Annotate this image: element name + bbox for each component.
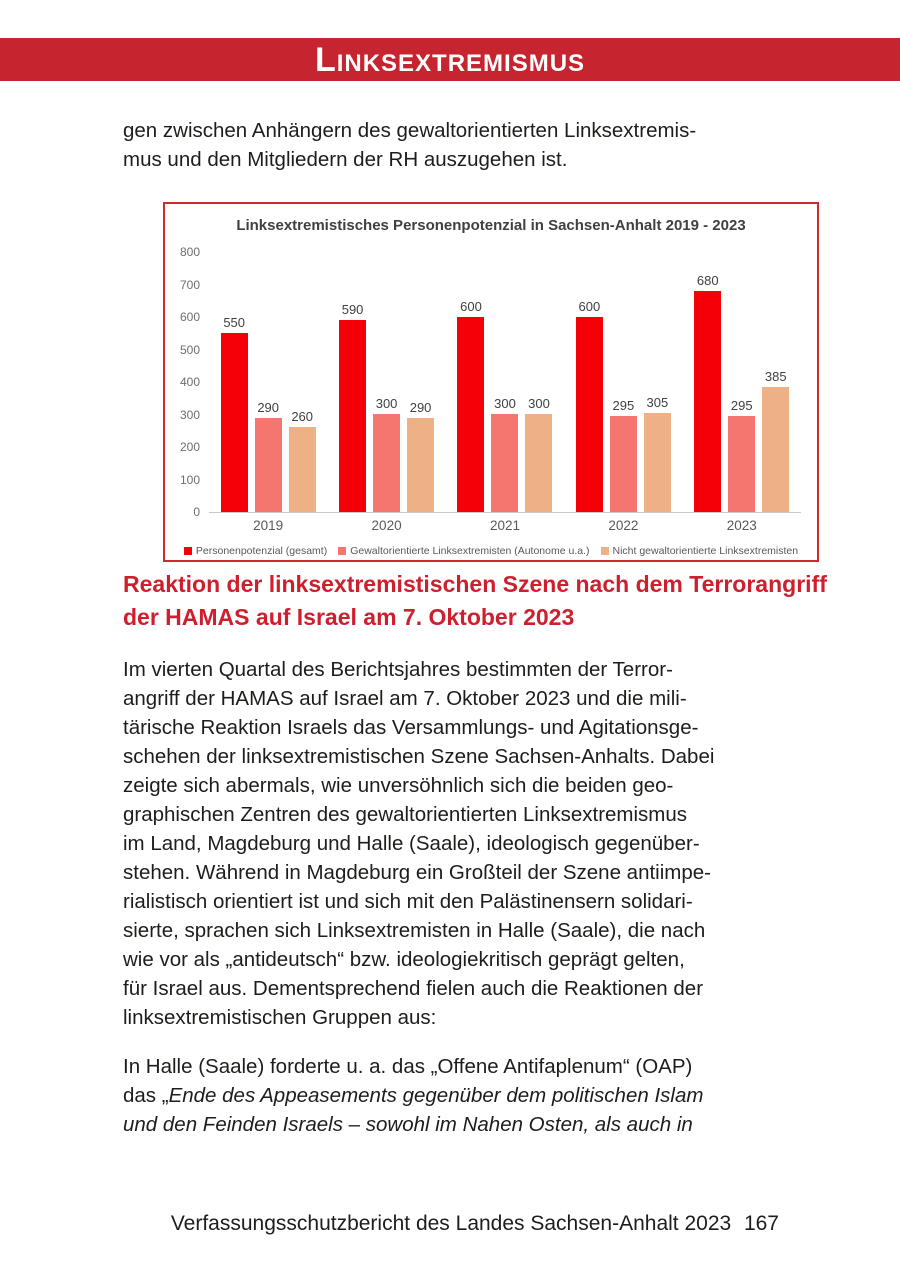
bar-value-label: 295 (730, 398, 753, 413)
bar (491, 414, 519, 512)
bar (220, 333, 248, 512)
bar-value-label: 300 (528, 396, 550, 411)
y-axis-tick-label: 300 (179, 407, 200, 422)
bar-value-label: 590 (341, 302, 364, 317)
bar (288, 427, 316, 512)
bar-value-label: 385 (764, 369, 787, 384)
x-axis-label: 2022 (608, 518, 639, 533)
bar-column: 300 (525, 252, 553, 512)
bar (407, 418, 435, 512)
bar-column: 260 (288, 252, 316, 512)
y-axis-tick-label: 400 (179, 375, 200, 389)
bar-value-label: 295 (612, 398, 635, 413)
footer-text: Verfassungsschutzbericht des Landes Sach… (170, 1212, 732, 1235)
chart-figure: Linksextremistisches Personenpotenzial i… (163, 202, 819, 562)
legend-swatch (600, 547, 609, 555)
bar (254, 418, 282, 512)
bar-column: 385 (762, 252, 790, 512)
bar (457, 317, 485, 512)
bar-value-label: 680 (696, 273, 719, 288)
bar-value-label: 600 (460, 299, 482, 314)
bar-column: 290 (407, 252, 435, 512)
bar-value-label: 550 (223, 315, 246, 330)
legend-item: Personenpotenzial (gesamt) (183, 545, 328, 557)
bar-group: 600 295 305 (575, 252, 671, 512)
chart-plot-area: 0 100 200 300 400 500 600 700 800 550 290 260 590 30… (180, 246, 801, 518)
bar-column: 550 (220, 252, 248, 512)
footer-page-number: 167 (743, 1212, 779, 1235)
x-axis-label: 2019 (253, 518, 284, 533)
section-heading: Reaktion der linksextremistischen Szene … (123, 571, 827, 630)
bar-column: 680 (694, 252, 722, 512)
bar (694, 291, 722, 512)
bar-column: 600 (575, 252, 603, 512)
quote-paragraph-italic: Ende des Appeasements gegenüber dem poli… (123, 1084, 704, 1136)
chart-xlabels: 2019 2020 2021 2022 2023 (209, 518, 801, 533)
quote-paragraph-lead: In Halle (Saale) forderte u. a. das „Off… (123, 1055, 693, 1107)
page-title: Linksextremismus (314, 40, 586, 79)
chart-legend: Personenpotenzial (gesamt) Gewaltorientie… (165, 545, 817, 557)
chart-plot: 550 290 260 590 300 290 600 300 300 600 295 305 680 2… (209, 252, 801, 512)
y-axis-tick-label: 200 (179, 440, 200, 454)
bar-column: 305 (643, 252, 671, 512)
chart-title: Linksextremistisches Personenpotenzial i… (236, 217, 746, 234)
bar (609, 416, 637, 512)
bar-group: 590 300 290 (339, 252, 435, 512)
y-axis-tick-label: 0 (193, 505, 200, 519)
bar-value-label: 305 (646, 395, 669, 410)
page-footer: Verfassungsschutzbericht des Landes Sach… (123, 1212, 779, 1242)
bar (762, 387, 790, 512)
bar-value-label: 300 (494, 396, 516, 411)
legend-label: Personenpotenzial (gesamt) (195, 545, 328, 557)
bar-column: 300 (491, 252, 519, 512)
bar-value-label: 260 (291, 409, 314, 424)
bar-column: 300 (373, 252, 401, 512)
bar-value-label: 600 (578, 299, 601, 314)
bar-group: 680 295 385 (694, 252, 790, 512)
y-axis-tick-label: 800 (179, 245, 200, 259)
bar-value-label: 290 (409, 400, 432, 415)
legend-label: Nicht gewaltorientierte Linksextremisten (612, 545, 799, 557)
bar-column: 295 (728, 252, 756, 512)
bar (575, 317, 603, 512)
bar-column: 295 (609, 252, 637, 512)
legend-label: Gewaltorientierte Linksextremisten (Auto… (350, 545, 590, 557)
main-paragraph: Im vierten Quartal des Berichtsjahres be… (123, 658, 715, 1029)
x-axis-label: 2023 (726, 518, 757, 533)
page-header-banner: Linksextremismus (0, 38, 900, 81)
bar (525, 414, 553, 512)
bar-group: 550 290 260 (220, 252, 316, 512)
bar-value-label: 290 (257, 400, 280, 415)
legend-swatch (183, 547, 192, 555)
bar (728, 416, 756, 512)
x-axis-label: 2020 (371, 518, 402, 533)
bar-column: 600 (457, 252, 485, 512)
y-axis-tick-label: 700 (179, 277, 200, 292)
y-axis-tick-label: 600 (179, 310, 200, 324)
bar (373, 414, 401, 512)
intro-paragraph: gen zwischen Anhängern des gewaltorienti… (123, 119, 697, 171)
bar (339, 320, 367, 512)
x-axis-label: 2021 (489, 518, 520, 533)
bar-column: 590 (339, 252, 367, 512)
legend-swatch (338, 547, 347, 555)
quote-paragraph: In Halle (Saale) forderte u. a. das „Off… (123, 1052, 783, 1139)
bar-value-label: 300 (375, 396, 398, 411)
legend-item: Gewaltorientierte Linksextremisten (Auto… (338, 545, 590, 557)
y-axis-tick-label: 500 (179, 342, 200, 357)
bar-column: 290 (254, 252, 282, 512)
bar-group: 600 300 300 (457, 252, 553, 512)
legend-item: Nicht gewaltorientierte Linksextremisten (600, 545, 799, 557)
bar (643, 413, 671, 512)
y-axis-tick-label: 100 (179, 472, 200, 487)
